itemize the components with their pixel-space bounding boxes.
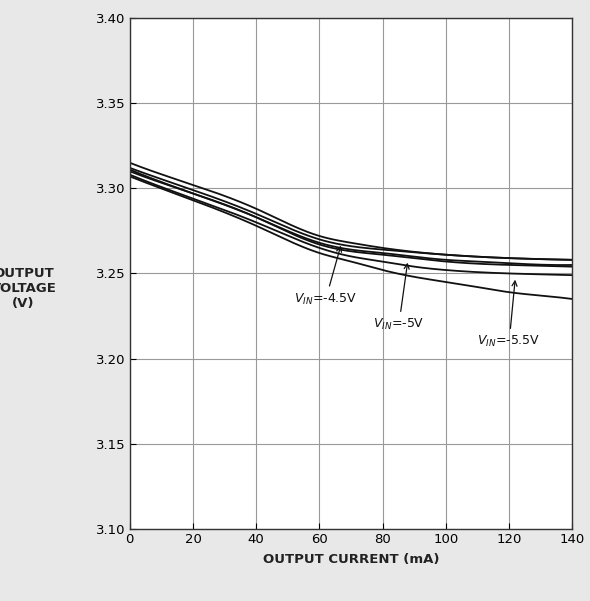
Text: $V_{IN}$=-5.5V: $V_{IN}$=-5.5V — [477, 281, 541, 349]
Text: $V_{IN}$=-5V: $V_{IN}$=-5V — [373, 264, 425, 332]
Text: $V_{IN}$=-4.5V: $V_{IN}$=-4.5V — [294, 247, 358, 307]
Text: OUTPUT
VOLTAGE
(V): OUTPUT VOLTAGE (V) — [0, 267, 57, 310]
X-axis label: OUTPUT CURRENT (mA): OUTPUT CURRENT (mA) — [263, 553, 440, 566]
